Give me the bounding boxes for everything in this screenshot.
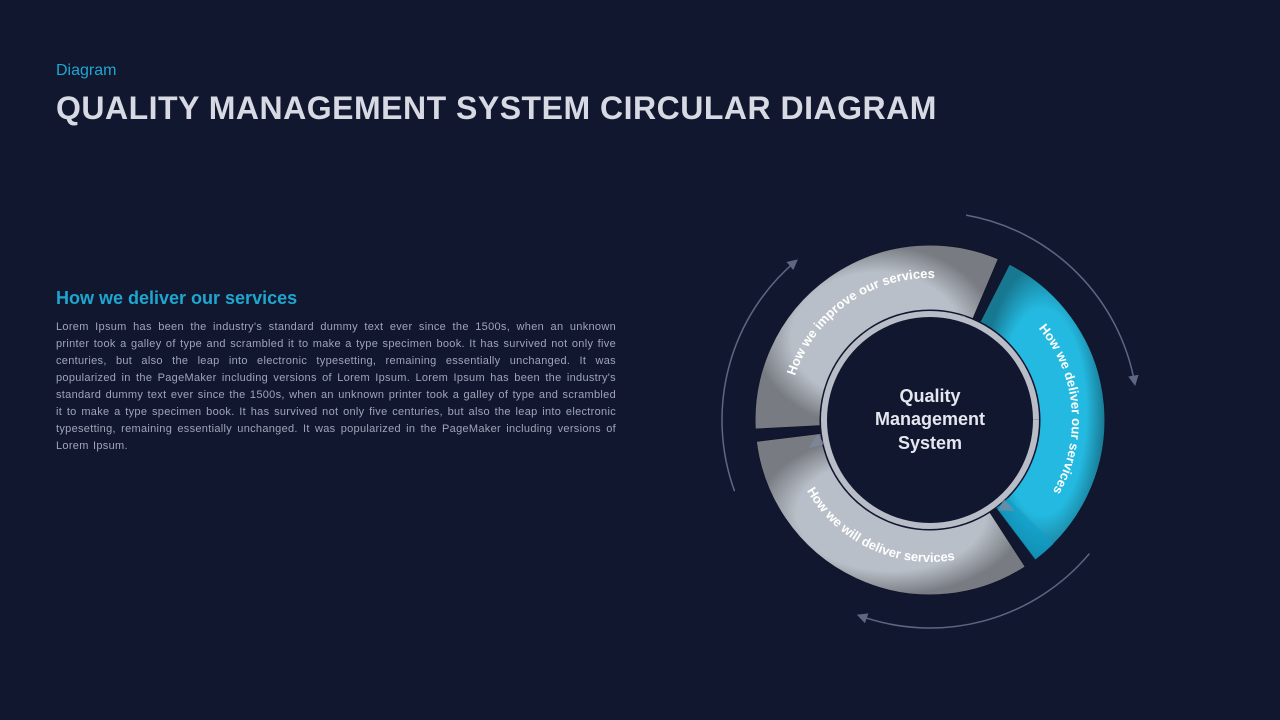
center-line: Quality — [875, 385, 985, 408]
center-line: Management — [875, 408, 985, 431]
content-subtitle: How we deliver our services — [56, 288, 616, 309]
slide-category: Diagram — [56, 62, 116, 80]
content-block: How we deliver our services Lorem Ipsum … — [56, 288, 616, 455]
diagram-center-label: Quality Management System — [875, 385, 985, 455]
diagram-segment — [756, 433, 1025, 595]
circular-diagram: How we deliver our servicesHow we will d… — [680, 170, 1180, 670]
slide-title: QUALITY MANAGEMENT SYSTEM CIRCULAR DIAGR… — [56, 90, 937, 127]
slide: Diagram QUALITY MANAGEMENT SYSTEM CIRCUL… — [0, 0, 1280, 720]
center-line: System — [875, 432, 985, 455]
diagram-segment — [980, 264, 1105, 560]
content-body: Lorem Ipsum has been the industry's stan… — [56, 319, 616, 455]
